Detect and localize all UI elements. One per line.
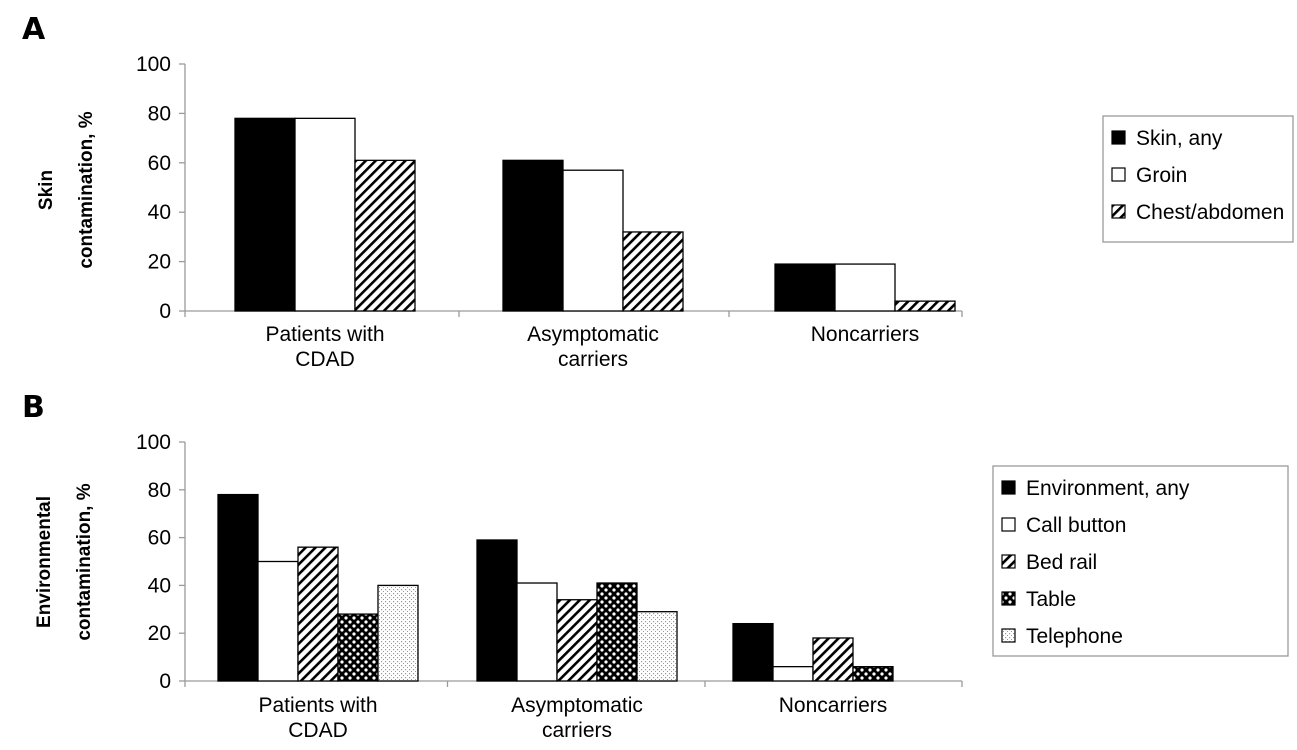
legend-entry: Bed rail [1026,551,1097,574]
legend-swatch [1001,591,1016,606]
bar [894,300,956,312]
bar [297,546,339,682]
bar [732,622,774,682]
y-tick-label: 100 [136,53,171,76]
y-axis-label: Environmental [34,496,55,628]
legend-box [992,465,1289,657]
panel-a-label: A [22,12,46,47]
bar [812,637,854,682]
bar [337,613,379,682]
legend-swatch [1001,480,1016,495]
category-label: Asymptomatic [511,694,643,717]
category-label: CDAD [295,348,355,371]
bar [354,159,416,312]
category-label: carriers [542,719,612,742]
legend-entry: Call button [1026,514,1126,537]
y-axis-label: contamination, % [76,111,97,268]
y-tick-label: 40 [148,201,171,224]
bar [774,263,836,312]
bar [377,584,419,682]
legend-box [1102,115,1294,243]
category-label: carriers [558,348,628,371]
legend-swatch [1111,167,1126,182]
bar [502,159,564,312]
bar [562,169,624,312]
category-label: Noncarriers [779,694,888,717]
legend-entry: Table [1026,588,1076,611]
legend-swatch [1111,130,1126,145]
y-axis-label: contamination, % [74,483,95,640]
bar [556,599,598,682]
bar [234,117,296,312]
y-tick-label: 40 [148,574,171,597]
legend-entry: Chest/abdomen [1136,201,1284,224]
legend-swatch [1111,204,1126,219]
bar [622,231,684,312]
y-tick-label: 60 [148,527,171,550]
chart-panel-b: 0 20 40 60 80 100 Environmental contamination, … [34,431,1289,742]
bar [516,582,558,682]
y-tick-label: 100 [136,431,171,454]
bar [257,560,299,682]
bar [596,582,638,682]
bar [852,666,894,682]
category-label: Noncarriers [811,323,920,346]
legend-swatch [1001,554,1016,569]
y-tick-label: 0 [159,300,171,323]
legend-entry: Groin [1136,164,1187,187]
panel-b-label: B [22,390,45,425]
y-tick-label: 80 [148,479,171,502]
y-tick-label: 20 [148,622,171,645]
bar [294,117,356,312]
legend-entry: Telephone [1026,625,1123,648]
category-label: Patients with [258,694,377,717]
bar [476,539,518,682]
category-label: Patients with [265,323,384,346]
y-tick-label: 20 [148,251,171,274]
legend-swatch [1001,517,1016,532]
legend-swatch [1001,628,1016,643]
bar [217,493,259,682]
y-tick-label: 60 [148,152,171,175]
category-label: Asymptomatic [527,323,659,346]
bar [636,611,678,682]
legend-entry: Environment, any [1026,477,1190,500]
legend-entry: Skin, any [1136,127,1223,150]
y-tick-label: 80 [148,102,171,125]
y-axis-label: Skin [36,170,57,210]
y-tick-label: 0 [159,670,171,693]
bar [834,263,896,312]
category-label: CDAD [288,719,348,742]
bar [772,666,814,682]
chart-panel-a: 0 20 40 60 80 100 Skin contamination, % Patients… [36,53,1294,371]
